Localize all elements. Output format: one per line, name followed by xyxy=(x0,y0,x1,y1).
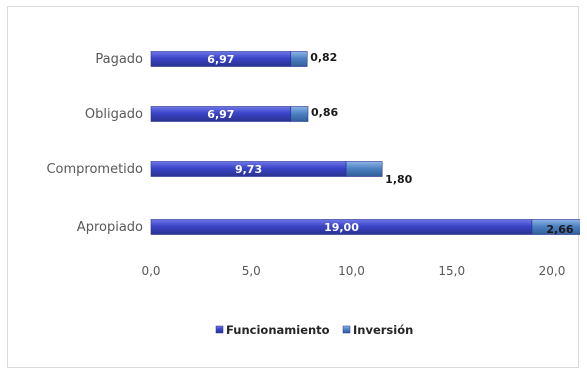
legend-swatch-inversion xyxy=(342,325,351,334)
plot-area: Pagado 6,97 0,82 Obligado 6,97 0,86 Comprometi… xyxy=(46,51,580,236)
data-label-funcionamiento: 6,97 xyxy=(207,53,234,66)
data-label-inversion: 2,66 xyxy=(546,223,573,236)
x-tick-label: 20,0 xyxy=(539,264,566,278)
legend-label-inversion: Inversión xyxy=(353,323,413,337)
category-label: Apropiado xyxy=(77,220,143,235)
data-label-funcionamiento: 6,97 xyxy=(207,108,234,121)
data-label-funcionamiento: 19,00 xyxy=(324,221,359,234)
category-label: Pagado xyxy=(95,52,143,67)
bar-segment-inversion xyxy=(290,51,308,67)
x-tick-label: 15,0 xyxy=(438,264,465,278)
x-tick-label: 0,0 xyxy=(141,264,160,278)
x-tick-label: 10,0 xyxy=(338,264,365,278)
data-label-inversion: 1,80 xyxy=(385,173,412,186)
category-label: Obligado xyxy=(85,107,143,122)
data-label-inversion: 0,86 xyxy=(311,106,338,119)
category-label: Comprometido xyxy=(46,162,143,177)
legend-label-funcionamiento: Funcionamiento xyxy=(226,323,330,337)
bar-segment-inversion xyxy=(345,161,383,177)
data-label-funcionamiento: 9,73 xyxy=(235,163,262,176)
legend: Funcionamiento Inversión xyxy=(215,323,413,337)
bar-segment-inversion xyxy=(290,106,309,122)
x-tick-label: 5,0 xyxy=(242,264,261,278)
chart-frame: Pagado 6,97 0,82 Obligado 6,97 0,86 Comprometi… xyxy=(7,6,580,368)
stacked-bar-chart: Pagado 6,97 0,82 Obligado 6,97 0,86 Comprometi… xyxy=(46,51,580,337)
x-axis: 0,0 5,0 10,0 15,0 20,0 xyxy=(141,264,565,278)
legend-swatch-funcionamiento xyxy=(215,325,224,334)
data-label-inversion: 0,82 xyxy=(310,51,337,64)
bar-segment-inversion xyxy=(531,219,580,235)
